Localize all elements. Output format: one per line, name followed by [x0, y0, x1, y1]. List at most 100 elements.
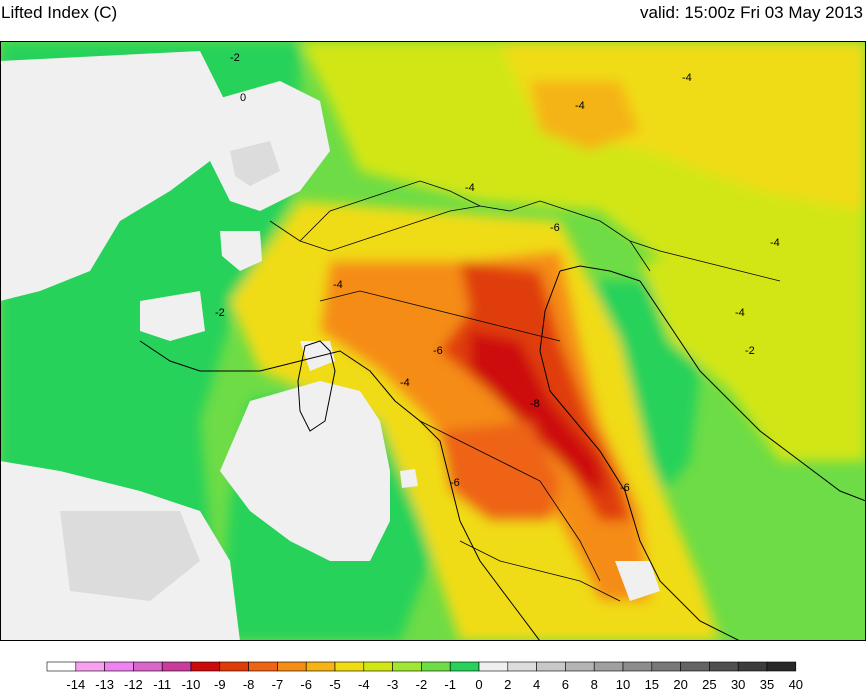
legend-label: -12: [124, 677, 143, 692]
legend-swatches: [46, 661, 797, 672]
field-shading: [0, 41, 866, 641]
contour-label: -4: [465, 182, 475, 194]
legend-label: 35: [760, 677, 774, 692]
legend-swatch: [104, 661, 134, 672]
legend-label: -2: [416, 677, 428, 692]
border-switzerland: [299, 180, 481, 242]
legend-swatch: [622, 661, 653, 672]
legend-label: -4: [358, 677, 370, 692]
legend-label: 2: [504, 677, 511, 692]
legend-label: 20: [673, 677, 687, 692]
legend-label: 15: [645, 677, 659, 692]
legend-label: -7: [272, 677, 284, 692]
legend-swatch: [363, 661, 393, 672]
legend-swatch: [161, 661, 192, 672]
contour-label: -4: [575, 100, 585, 112]
contour-label: 0: [240, 92, 246, 104]
legend-label: -5: [329, 677, 341, 692]
contour-label: -4: [682, 72, 692, 84]
legend-label: -11: [153, 677, 171, 692]
coastlines: [139, 265, 866, 641]
legend-swatch: [305, 661, 336, 672]
coastline-corsica: [297, 340, 336, 432]
contour-label: -4: [333, 279, 343, 291]
legend-label: -8: [243, 677, 255, 692]
legend-label: 30: [731, 677, 745, 692]
border-slovenia: [629, 240, 781, 282]
contour-label: -6: [433, 345, 443, 357]
border-regions-central: [419, 420, 601, 582]
color-legend: -14 -13 -12 -11 -10 -9 -8 -7 -6 -5 -4 -3 -2 -1 0 2 4 6 8 10…: [46, 661, 803, 692]
legend-swatch: [449, 661, 480, 672]
grey-area-corsica-top: [300, 341, 335, 371]
contour-label: -4: [735, 307, 745, 319]
legend-label: 6: [562, 677, 569, 692]
contour-label: -4: [770, 237, 780, 249]
border-regions-south: [459, 540, 621, 602]
positive-areas: [0, 51, 660, 641]
grey-area-france: [0, 51, 230, 301]
contour-label: -6: [620, 482, 630, 494]
zone-croatia-yellow: [640, 261, 866, 461]
legend-swatch: [737, 661, 768, 672]
legend-swatch: [46, 661, 77, 672]
contour-label: -2: [215, 307, 225, 319]
legend-label: 40: [789, 677, 803, 692]
legend-label: -3: [387, 677, 399, 692]
map-title: Lifted Index (C): [1, 3, 118, 22]
contour-label: -6: [550, 222, 560, 234]
legend-swatch: [593, 661, 624, 672]
grey-area-south-france: [140, 291, 205, 341]
coastline-italy-west: [259, 350, 541, 641]
legend-label: -9: [214, 677, 226, 692]
legend-label: -10: [182, 677, 201, 692]
grey-area-lake: [615, 561, 660, 601]
legend-label: -13: [95, 677, 114, 692]
border-regions-po: [319, 290, 561, 342]
legend-swatch: [219, 661, 249, 672]
grey-area-alps-dark: [230, 141, 280, 186]
legend-swatch: [565, 661, 595, 672]
coastline-adriatic-west: [539, 270, 741, 641]
lifted-index-map: -2 -4 -4 -4 -4 -4 -2 -4 -6 -6 -8 -6 -6 -…: [0, 41, 866, 641]
legend-swatch: [507, 661, 537, 672]
legend-label: 4: [533, 677, 540, 692]
legend-swatch: [277, 661, 307, 672]
legend-swatch: [75, 661, 105, 672]
legend-swatch: [478, 661, 509, 672]
zone-red-core2: [470, 331, 605, 496]
borders: [269, 180, 781, 602]
contour-label: -6: [450, 477, 460, 489]
legend-swatch: [651, 661, 681, 672]
grey-area-tyrrhenian: [220, 381, 390, 561]
contour-label: -8: [530, 398, 540, 410]
legend-swatch: [766, 661, 797, 672]
grey-area-sea-interior: [60, 511, 200, 601]
coastline-gulf: [559, 265, 641, 282]
legend-label: -6: [300, 677, 312, 692]
legend-swatch: [421, 661, 451, 672]
border-alps: [269, 200, 651, 272]
legend-swatch: [133, 661, 163, 672]
coastline-france: [139, 340, 260, 372]
legend-label: -14: [66, 677, 85, 692]
contour-label: -2: [745, 345, 755, 357]
contour-labels: -2 -4 -4 -4 -4 -4 -2 -4 -6 -6 -8 -6 -6 -…: [215, 52, 780, 494]
legend-label: 0: [475, 677, 482, 692]
legend-labels: -14 -13 -12 -11 -10 -9 -8 -7 -6 -5 -4 -3 -2 -1 0 2 4 6 8 10…: [66, 677, 803, 692]
contour-label: -4: [400, 377, 410, 389]
grey-area-coast: [220, 231, 262, 271]
contour-label: -2: [230, 52, 240, 64]
coastline-adriatic-east: [639, 280, 866, 502]
legend-swatch: [709, 661, 739, 672]
legend-label: -1: [444, 677, 456, 692]
grey-area-lake2: [400, 469, 418, 488]
legend-swatch: [536, 661, 566, 672]
legend-swatch: [680, 661, 710, 672]
legend-label: 10: [616, 677, 630, 692]
legend-swatch: [248, 661, 278, 672]
legend-label: 25: [702, 677, 716, 692]
legend-label: 8: [591, 677, 598, 692]
legend-swatch: [334, 661, 365, 672]
legend-swatch: [190, 661, 221, 672]
